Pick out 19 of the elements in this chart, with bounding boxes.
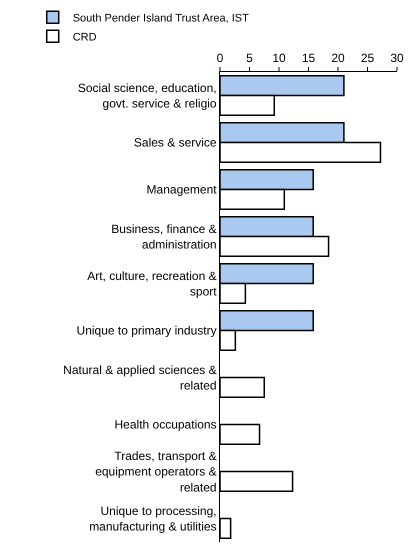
y-tick-label: Unique to primary industry xyxy=(76,324,217,338)
x-tick-label: 25 xyxy=(360,51,374,66)
y-tick-label: Management xyxy=(146,182,218,197)
x-tick-label: 15 xyxy=(302,51,316,66)
y-tick-label: Art, culture, recreation & sport xyxy=(87,268,218,298)
x-tick-label: 20 xyxy=(331,51,345,66)
y-tick-label: Trades, transport & equipment operators & related xyxy=(95,449,217,494)
legend-label: CRD xyxy=(72,32,97,44)
x-tick-label: 30 xyxy=(390,51,404,66)
y-tick-label: Business, finance & administration xyxy=(111,222,217,252)
x-tick-label: 5 xyxy=(246,51,254,66)
y-tick-label: Health occupations xyxy=(114,418,217,432)
y-tick-label: Natural & applied sciences & related xyxy=(63,362,217,392)
x-tick-label: 10 xyxy=(272,51,286,66)
y-tick-label: Social science, education, govt. service & religio xyxy=(78,80,217,110)
x-tick-label: 0 xyxy=(216,51,224,66)
y-tick-label: Sales & service xyxy=(134,136,217,150)
y-tick-label: Unique to processing, manufacturing & utilities xyxy=(89,504,217,534)
legend-label: South Pender Island Trust Area, IST xyxy=(72,12,250,25)
